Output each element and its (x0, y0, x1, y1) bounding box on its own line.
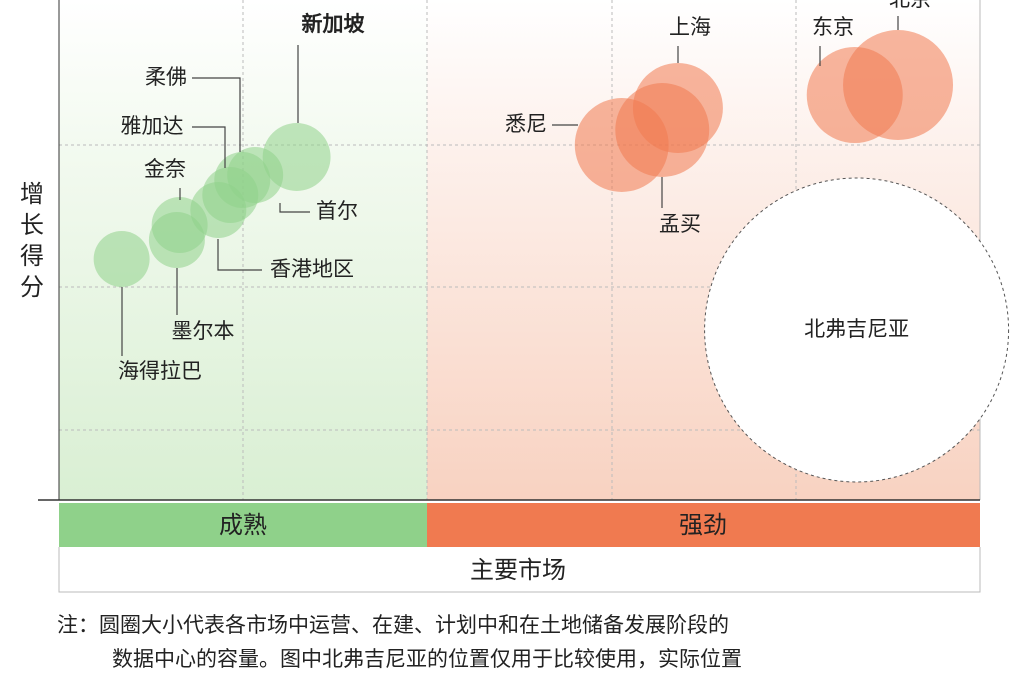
bubble-label: 柔佛 (145, 65, 187, 89)
bubble-label: 北京 (889, 0, 931, 11)
note: 数据中心的容量。图中北弗吉尼亚的位置仅用于比较使用，实际位置 (112, 647, 742, 671)
bubble-label: 香港地区 (270, 257, 354, 281)
bubble (843, 30, 954, 140)
leader-line (279, 203, 310, 213)
leader-line (192, 126, 226, 168)
zone-band (59, 503, 427, 547)
note: 注：圆圈大小代表各市场中运营、在建、计划中和在土地储备发展阶段的 (57, 613, 729, 637)
bubble (262, 123, 331, 191)
bubble-label: 孟买 (659, 212, 701, 236)
bubble-label: 北弗吉尼亚 (804, 317, 909, 341)
bubble-label: 悉尼 (505, 112, 547, 136)
bubble-label: 首尔 (316, 199, 358, 223)
bubble-label: 墨尔本 (172, 319, 235, 343)
frame (58, 547, 981, 593)
bubble-label: 东京 (812, 15, 854, 39)
bubble-label: 金奈 (144, 157, 186, 181)
bubble (93, 231, 150, 287)
bubble (704, 177, 1010, 483)
leader-line (192, 77, 241, 152)
zone-label: 强劲 (679, 511, 727, 539)
x-axis-label: 主要市场 (470, 556, 566, 584)
bubble-label: 上海 (669, 15, 711, 39)
y-axis-label: 增长得分 (20, 180, 44, 301)
bubble-label: 雅加达 (121, 114, 184, 138)
bubble-label: 海得拉巴 (118, 359, 202, 383)
bubble-label: 新加坡 (302, 12, 365, 36)
zone-band (427, 503, 980, 547)
zone-label: 成熟 (219, 511, 267, 539)
leader-line (217, 239, 262, 271)
bubble (632, 63, 723, 153)
